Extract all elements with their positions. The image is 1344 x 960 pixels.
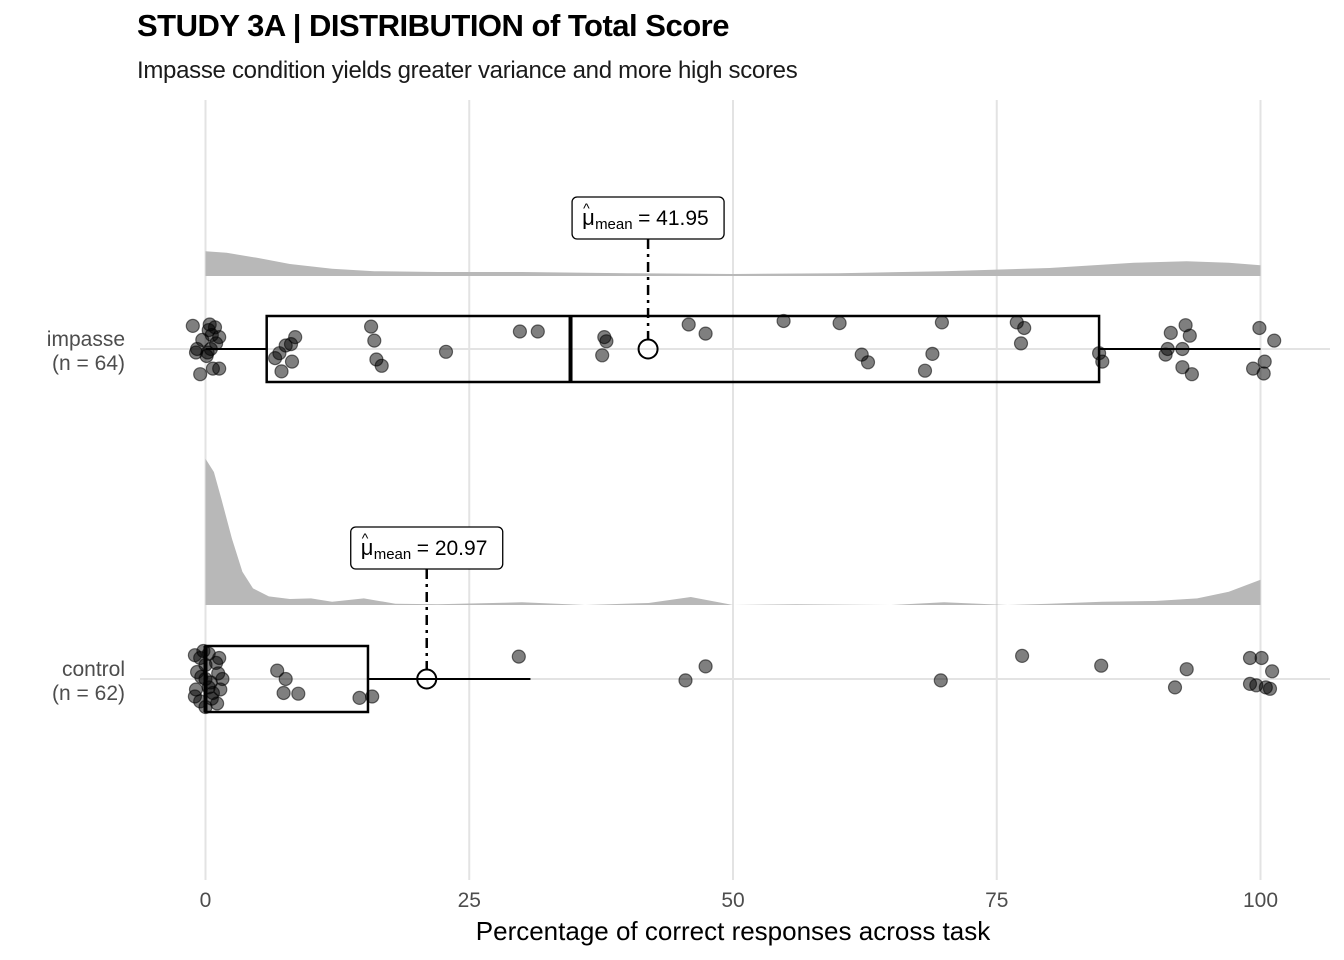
mean-symbol-control: μ	[361, 535, 374, 560]
data-point-impasse	[1182, 328, 1197, 343]
mean-marker-impasse	[637, 338, 659, 360]
data-point-control	[698, 659, 713, 674]
data-point-impasse	[1017, 320, 1032, 336]
data-point-control	[1262, 681, 1278, 696]
data-point-control	[196, 643, 211, 659]
data-point-impasse	[681, 317, 696, 332]
mean-hat-control: ^	[362, 530, 369, 546]
x-tick-label: 0	[200, 889, 212, 912]
mean-subscript-impasse: mean	[595, 216, 633, 233]
data-point-impasse	[934, 315, 950, 330]
data-point-impasse	[1184, 367, 1200, 382]
data-point-control	[276, 685, 291, 701]
mean-label-box-impasse	[571, 196, 725, 240]
mean-marker-control	[416, 668, 438, 690]
data-point-impasse	[284, 354, 300, 369]
data-point-impasse	[185, 318, 200, 333]
data-point-impasse	[1252, 320, 1267, 336]
data-point-control	[201, 680, 216, 695]
data-point-control	[678, 673, 693, 688]
data-point-control	[1264, 664, 1280, 679]
y-tick-n-impasse: (n = 64)	[52, 352, 125, 375]
data-point-impasse	[1158, 347, 1173, 362]
chart-title: STUDY 3A | DISTRIBUTION of Total Score	[137, 8, 729, 43]
data-point-impasse	[860, 355, 876, 370]
x-tick-label: 100	[1243, 889, 1278, 912]
data-point-impasse	[1095, 354, 1110, 369]
data-point-impasse	[1267, 333, 1282, 348]
data-point-impasse	[1163, 325, 1178, 340]
x-tick-label: 25	[458, 889, 481, 912]
data-point-impasse	[925, 346, 940, 361]
data-point-impasse	[193, 367, 208, 382]
data-point-control	[511, 649, 526, 664]
axis-layer: 0 25 50 75 100 impasse(n = 64) control(n = 62)	[47, 328, 1278, 912]
grid-lines	[140, 100, 1330, 880]
data-point-impasse	[374, 358, 389, 373]
data-point-impasse	[776, 313, 791, 329]
data-point-impasse	[698, 326, 713, 341]
data-point-control	[1014, 648, 1030, 664]
mean-value-impasse: = 41.95	[638, 207, 709, 230]
y-tick-label-impasse: impasse	[47, 328, 125, 351]
data-point-control	[352, 690, 367, 706]
data-point-control	[365, 689, 380, 704]
data-point-impasse	[512, 324, 528, 339]
mean-label-box-control	[350, 526, 504, 570]
data-point-impasse	[364, 319, 379, 334]
density-layer	[205, 251, 1261, 605]
data-point-impasse	[367, 333, 382, 348]
data-point-impasse	[188, 345, 204, 360]
chart-subtitle: Impasse condition yields greater varianc…	[137, 57, 798, 84]
data-point-control	[278, 671, 293, 687]
data-point-control	[270, 663, 285, 678]
data-point-control	[1167, 680, 1183, 695]
data-point-control	[291, 686, 306, 701]
data-point-impasse	[1256, 366, 1271, 381]
data-point-impasse	[438, 344, 454, 359]
data-point-impasse	[212, 361, 227, 376]
data-point-control	[188, 682, 204, 697]
data-point-impasse	[832, 316, 847, 331]
data-point-impasse	[917, 363, 933, 378]
y-tick-n-control: (n = 62)	[52, 682, 125, 705]
mean-subscript-control: mean	[374, 546, 412, 563]
x-tick-label: 50	[721, 889, 744, 912]
data-point-control	[212, 650, 227, 666]
data-point-impasse	[1175, 360, 1190, 375]
data-point-control	[1179, 662, 1194, 677]
data-point-impasse	[1257, 354, 1272, 369]
mean-layer: μ^mean = 41.95μ^mean = 20.97	[350, 196, 725, 690]
data-point-control	[215, 671, 230, 687]
data-point-impasse	[288, 330, 303, 345]
density-impasse	[205, 251, 1261, 276]
data-point-impasse	[530, 324, 545, 339]
data-point-impasse	[599, 334, 614, 349]
x-axis-title: Percentage of correct responses across t…	[476, 916, 991, 946]
data-point-control	[1094, 658, 1109, 673]
data-point-impasse	[274, 364, 289, 379]
mean-symbol-impasse: μ	[582, 205, 595, 230]
data-point-control	[210, 696, 225, 711]
data-point-impasse	[1013, 336, 1029, 351]
data-point-control	[1254, 650, 1269, 666]
data-point-impasse	[595, 348, 610, 363]
jitter-points-layer	[185, 313, 1282, 715]
data-point-impasse	[1175, 341, 1190, 357]
mean-hat-impasse: ^	[583, 200, 590, 216]
x-tick-label: 75	[985, 889, 1008, 912]
data-point-impasse	[201, 323, 216, 338]
y-tick-label-control: control	[62, 658, 125, 681]
data-point-control	[933, 673, 948, 688]
mean-value-control: = 20.97	[417, 537, 488, 560]
